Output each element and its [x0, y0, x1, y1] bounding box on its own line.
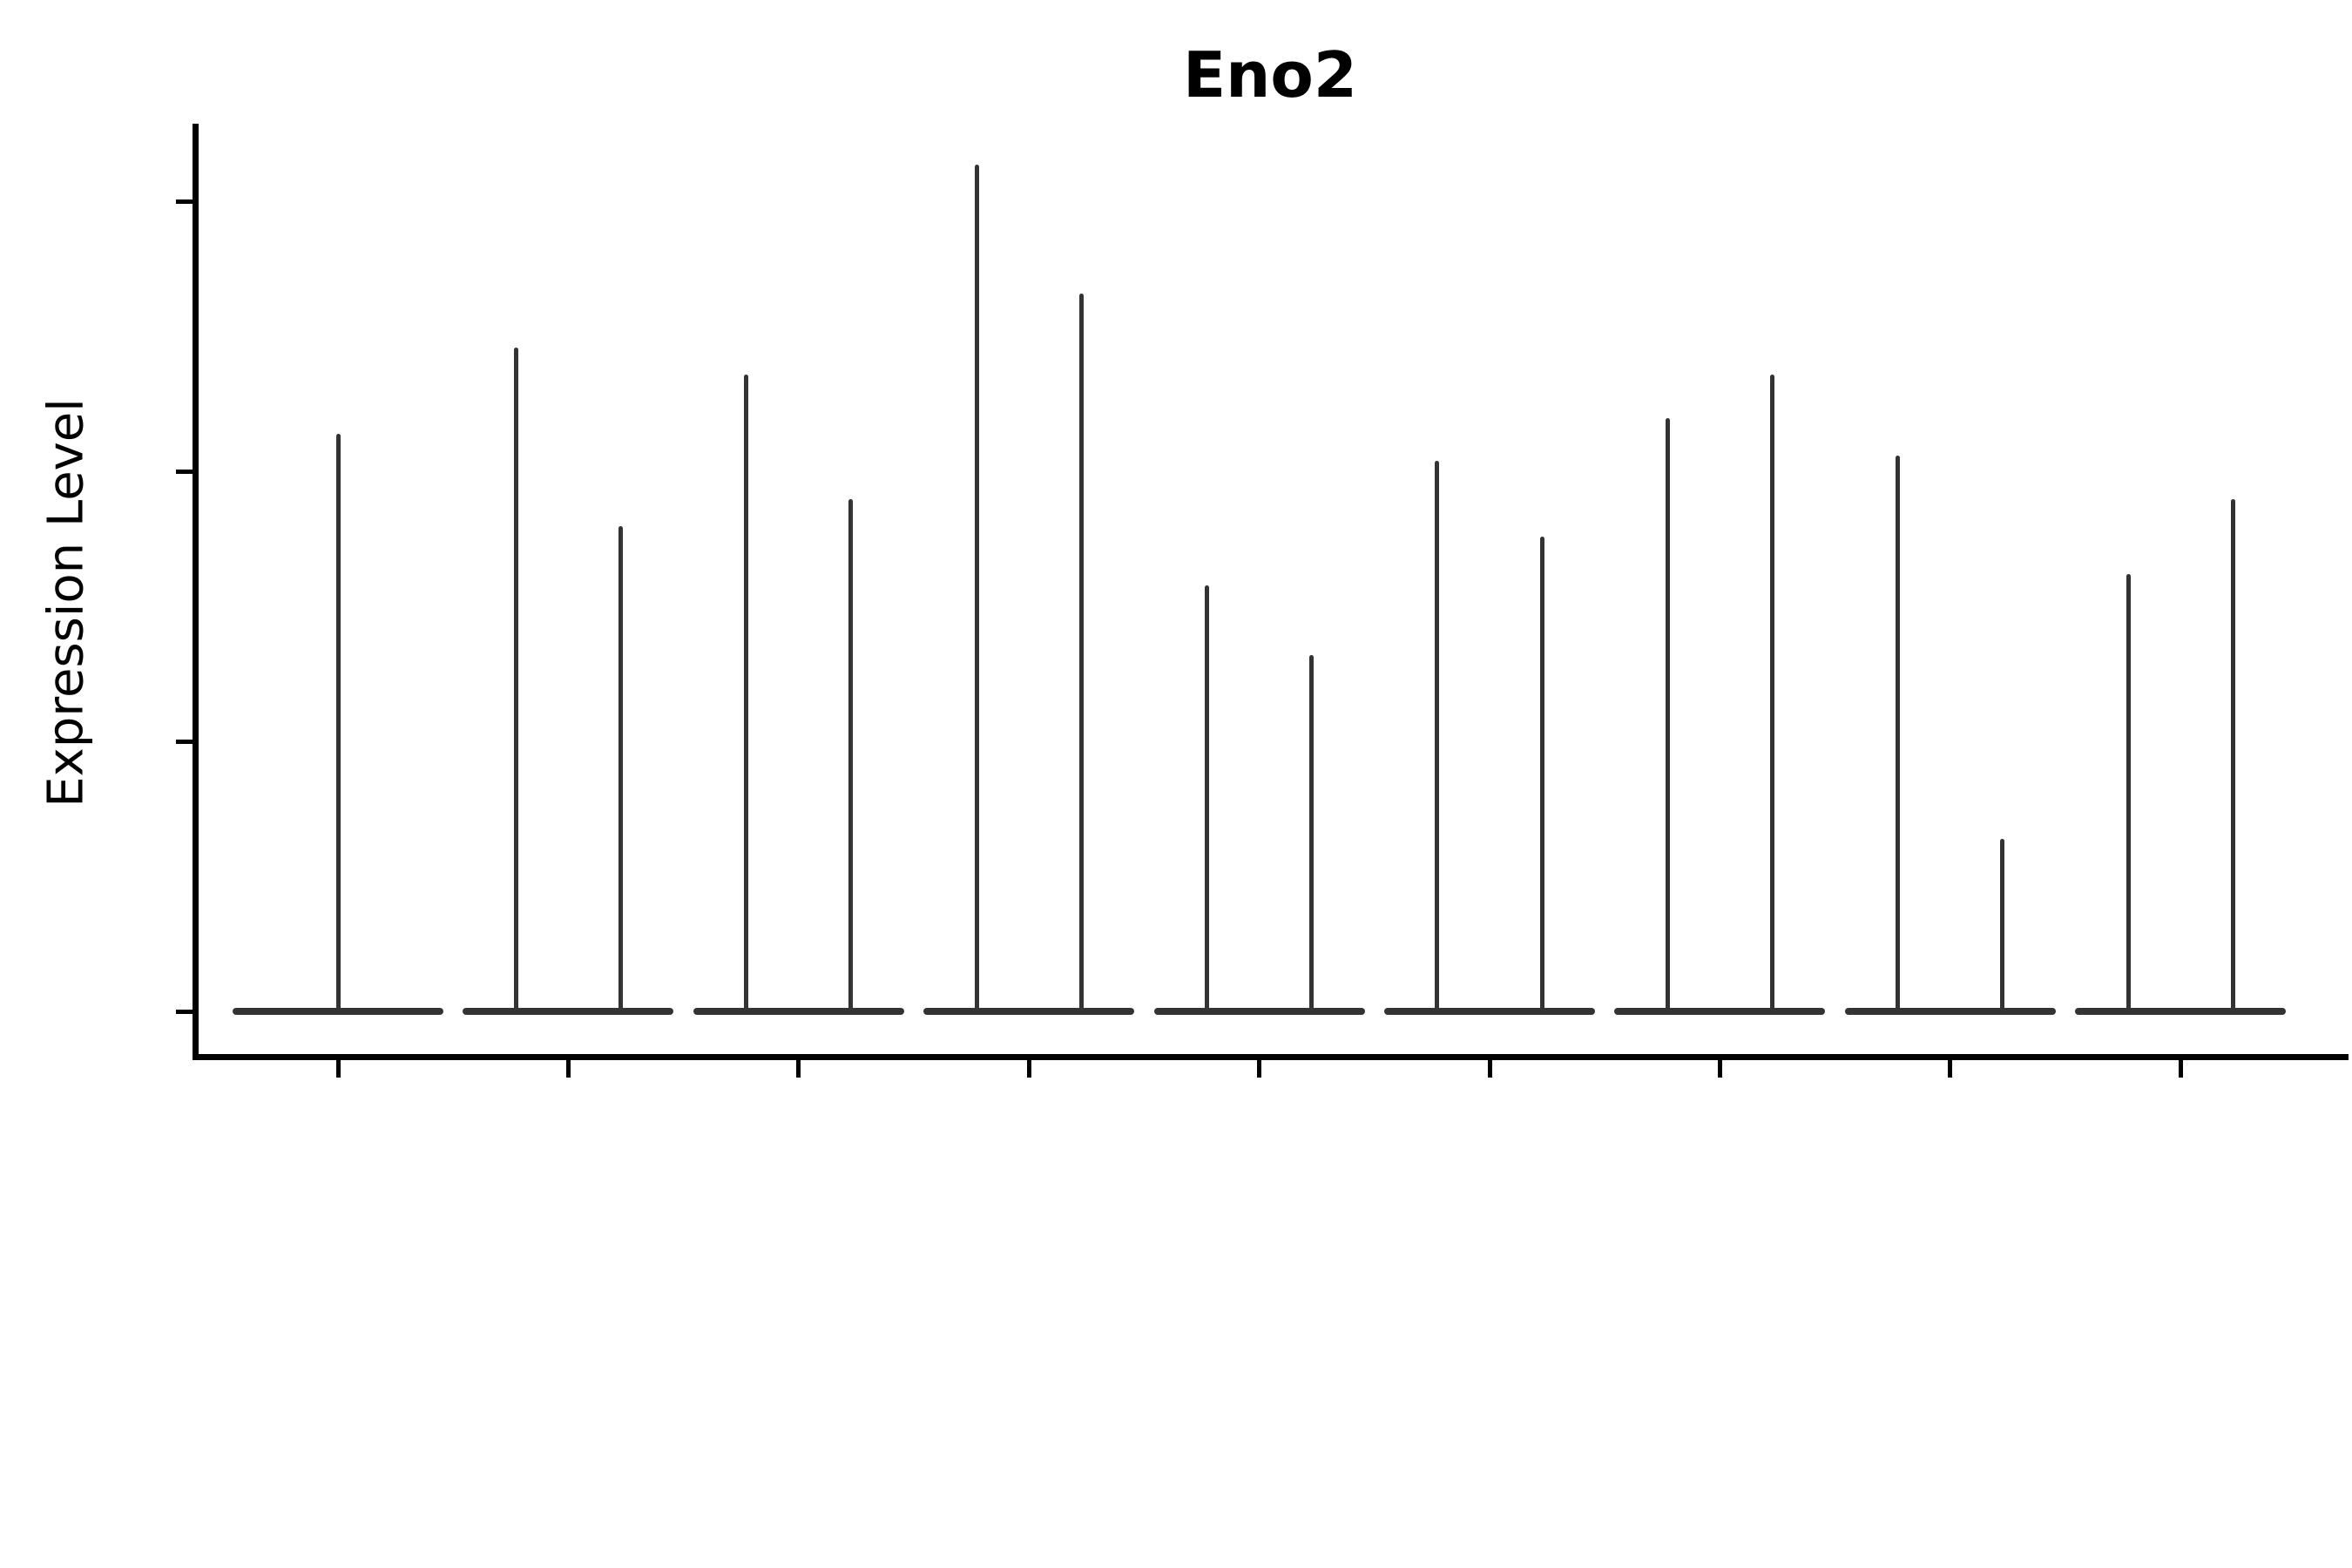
violin-spike [2000, 838, 2005, 1015]
y-tick-mark [176, 470, 193, 475]
violin-spike [2230, 498, 2235, 1015]
violin-body [1614, 1008, 1826, 1015]
x-tick-mark [1026, 1057, 1031, 1078]
violin-spike [1435, 461, 1440, 1015]
x-tick-mark [1717, 1057, 1722, 1078]
violin-spike [744, 375, 749, 1015]
x-tick-mark [1257, 1057, 1262, 1078]
violin-spike [848, 498, 854, 1015]
x-tick-mark [796, 1057, 801, 1078]
y-tick-mark [176, 199, 193, 205]
violin-spike [513, 348, 518, 1015]
violin-spike [1665, 417, 1670, 1015]
y-tick-mark [176, 739, 193, 744]
violin-spike [1309, 655, 1315, 1015]
violin-body [693, 1008, 904, 1015]
violin-spike [1896, 456, 1901, 1015]
x-tick-mark [2178, 1057, 2183, 1078]
violin-body [2075, 1008, 2287, 1015]
violin-body [1844, 1008, 2056, 1015]
x-tick-mark [1948, 1057, 1953, 1078]
violin-spike [618, 525, 623, 1015]
violin-spike [1539, 536, 1544, 1015]
violin-spike [335, 434, 341, 1015]
y-axis-label: Expression Level [37, 398, 95, 808]
violin-spike [1205, 585, 1210, 1015]
y-axis-spine [193, 124, 199, 1060]
violin-body [1153, 1008, 1365, 1015]
violin-body [923, 1008, 1135, 1015]
violin-spike [1078, 294, 1084, 1015]
violin-body [1384, 1008, 1595, 1015]
violin-spike [974, 164, 979, 1015]
violin-spike [2126, 574, 2131, 1015]
x-axis-spine [193, 1054, 2349, 1060]
violin-spike [1769, 375, 1774, 1015]
x-tick-mark [565, 1057, 571, 1078]
x-tick-mark [335, 1057, 341, 1078]
x-tick-mark [1487, 1057, 1492, 1078]
violin-body [463, 1008, 674, 1015]
chart-title: Eno2 [1182, 38, 1358, 112]
y-tick-mark [176, 1009, 193, 1014]
